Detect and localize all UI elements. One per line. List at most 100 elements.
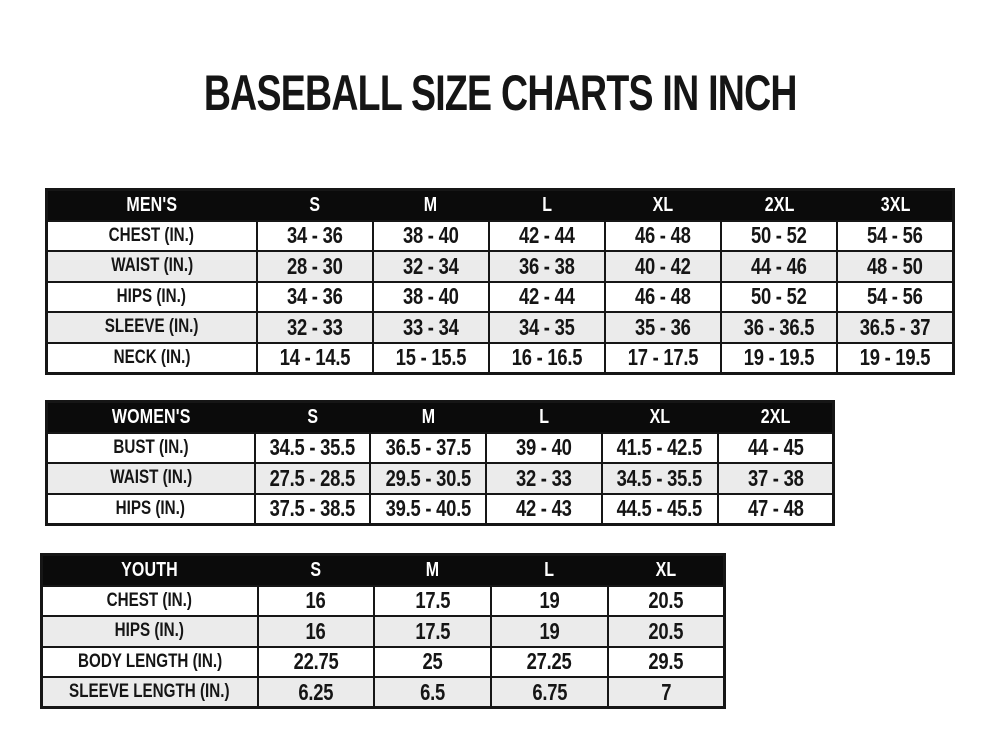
size-value-cell: 6.25 (256, 676, 376, 709)
size-column-header: XL (600, 400, 719, 434)
size-value-cell: 34 - 36 (255, 280, 374, 313)
size-value-cell: 14 - 14.5 (255, 341, 374, 374)
size-value-cell: 6.75 (490, 676, 609, 709)
size-value-cell: 44.5 - 45.5 (600, 492, 719, 525)
table-row: BODY LENGTH (IN.) 22.75 25 27.25 29.5 (40, 645, 726, 678)
size-value-cell: 15 - 15.5 (371, 341, 490, 374)
size-value-cell: 17.5 (373, 615, 492, 648)
size-value-cell: 29.5 - 30.5 (369, 462, 488, 495)
size-value-cell: 19 - 19.5 (720, 341, 839, 374)
size-value-cell: 16 - 16.5 (487, 341, 606, 374)
size-value-cell: 44 - 45 (716, 431, 835, 464)
size-value-cell: 40 - 42 (603, 250, 723, 283)
size-value-cell: 33 - 34 (371, 311, 490, 344)
womens-size-table: WOMEN'S S M L XL 2XL BUST (IN.) 34.5 - 35.5 36.5… (45, 400, 835, 526)
size-column-header: XL (606, 553, 726, 587)
size-column-header: 2XL (716, 400, 835, 434)
size-value-cell: 38 - 40 (371, 280, 490, 313)
size-value-cell: 42 - 44 (487, 219, 606, 252)
group-header-cell: WOMEN'S (45, 400, 256, 434)
size-column-header: M (369, 400, 488, 434)
size-value-cell: 36.5 - 37.5 (369, 431, 488, 464)
size-value-cell: 54 - 56 (836, 219, 955, 252)
page-title-text: BASEBALL SIZE CHARTS IN INCH (203, 65, 798, 121)
group-header-cell: MEN'S (45, 188, 258, 222)
size-value-cell: 20.5 (606, 584, 726, 617)
size-value-cell: 29.5 (606, 645, 726, 678)
size-value-cell: 36 - 38 (487, 250, 606, 283)
size-value-cell: 20.5 (606, 615, 726, 648)
measurement-label-cell: NECK (IN.) (45, 341, 258, 374)
size-value-cell: 6.5 (373, 676, 492, 709)
size-column-header: L (485, 400, 603, 434)
group-header-cell: YOUTH (40, 553, 259, 587)
table-row: HIPS (IN.) 16 17.5 19 20.5 (40, 615, 726, 648)
size-value-cell: 42 - 43 (485, 492, 603, 525)
size-value-cell: 28 - 30 (255, 250, 374, 283)
size-column-header: S (256, 553, 376, 587)
size-value-cell: 36.5 - 37 (836, 311, 955, 344)
size-value-cell: 7 (606, 676, 726, 709)
size-column-header: M (371, 188, 490, 222)
table-row: WAIST (IN.) 28 - 30 32 - 34 36 - 38 40 - 42 4… (45, 250, 955, 283)
size-value-cell: 37 - 38 (716, 462, 835, 495)
measurement-label-cell: HIPS (IN.) (40, 615, 259, 648)
size-value-cell: 32 - 33 (255, 311, 374, 344)
table-row: HIPS (IN.) 37.5 - 38.5 39.5 - 40.5 42 - 43 4… (45, 492, 835, 525)
size-value-cell: 16 (256, 615, 376, 648)
size-column-header: 3XL (836, 188, 955, 222)
size-value-cell: 19 (490, 615, 609, 648)
size-value-cell: 17.5 (373, 584, 492, 617)
measurement-label-cell: SLEEVE LENGTH (IN.) (40, 676, 259, 709)
size-value-cell: 50 - 52 (720, 219, 839, 252)
size-value-cell: 34.5 - 35.5 (253, 431, 372, 464)
size-value-cell: 48 - 50 (836, 250, 955, 283)
size-value-cell: 38 - 40 (371, 219, 490, 252)
size-value-cell: 44 - 46 (720, 250, 839, 283)
size-value-cell: 19 - 19.5 (836, 341, 955, 374)
size-value-cell: 41.5 - 42.5 (600, 431, 719, 464)
header-row: WOMEN'S S M L XL 2XL (45, 400, 835, 434)
size-column-header: L (487, 188, 606, 222)
table-row: NECK (IN.) 14 - 14.5 15 - 15.5 16 - 16.5 17 … (45, 341, 955, 374)
size-value-cell: 46 - 48 (603, 219, 723, 252)
measurement-label-cell: HIPS (IN.) (45, 492, 256, 525)
size-value-cell: 37.5 - 38.5 (253, 492, 372, 525)
table-row: CHEST (IN.) 16 17.5 19 20.5 (40, 584, 726, 617)
size-value-cell: 16 (256, 584, 376, 617)
measurement-label-cell: CHEST (IN.) (45, 219, 258, 252)
mens-size-table: MEN'S S M L XL 2XL 3XL CHEST (IN.) 34 - 36 38 - 4… (45, 188, 955, 375)
table-row: HIPS (IN.) 34 - 36 38 - 40 42 - 44 46 - 48 50… (45, 280, 955, 313)
size-value-cell: 46 - 48 (603, 280, 723, 313)
size-value-cell: 17 - 17.5 (603, 341, 723, 374)
size-column-header: 2XL (720, 188, 839, 222)
measurement-label-cell: WAIST (IN.) (45, 462, 256, 495)
size-column-header: XL (603, 188, 723, 222)
size-value-cell: 54 - 56 (836, 280, 955, 313)
measurement-label-cell: BODY LENGTH (IN.) (40, 645, 259, 678)
measurement-label-cell: BUST (IN.) (45, 431, 256, 464)
size-value-cell: 32 - 33 (485, 462, 603, 495)
size-column-header: M (373, 553, 492, 587)
header-row: YOUTH S M L XL (40, 553, 726, 587)
size-column-header: S (255, 188, 374, 222)
size-value-cell: 27.25 (490, 645, 609, 678)
size-column-header: L (490, 553, 609, 587)
size-value-cell: 22.75 (256, 645, 376, 678)
size-value-cell: 42 - 44 (487, 280, 606, 313)
size-value-cell: 19 (490, 584, 609, 617)
page-title: BASEBALL SIZE CHARTS IN INCH (0, 64, 1000, 122)
size-value-cell: 50 - 52 (720, 280, 839, 313)
size-value-cell: 25 (373, 645, 492, 678)
header-row: MEN'S S M L XL 2XL 3XL (45, 188, 955, 222)
table-row: WAIST (IN.) 27.5 - 28.5 29.5 - 30.5 32 - 33… (45, 462, 835, 495)
size-value-cell: 39.5 - 40.5 (369, 492, 488, 525)
table-row: SLEEVE (IN.) 32 - 33 33 - 34 34 - 35 35 - 36… (45, 311, 955, 344)
table-row: BUST (IN.) 34.5 - 35.5 36.5 - 37.5 39 - 40 4… (45, 431, 835, 464)
size-value-cell: 27.5 - 28.5 (253, 462, 372, 495)
size-value-cell: 47 - 48 (716, 492, 835, 525)
measurement-label-cell: HIPS (IN.) (45, 280, 258, 313)
youth-size-table: YOUTH S M L XL CHEST (IN.) 16 17.5 19 20.5 HIPS (I… (40, 553, 726, 709)
size-value-cell: 32 - 34 (371, 250, 490, 283)
table-row: SLEEVE LENGTH (IN.) 6.25 6.5 6.75 7 (40, 676, 726, 709)
